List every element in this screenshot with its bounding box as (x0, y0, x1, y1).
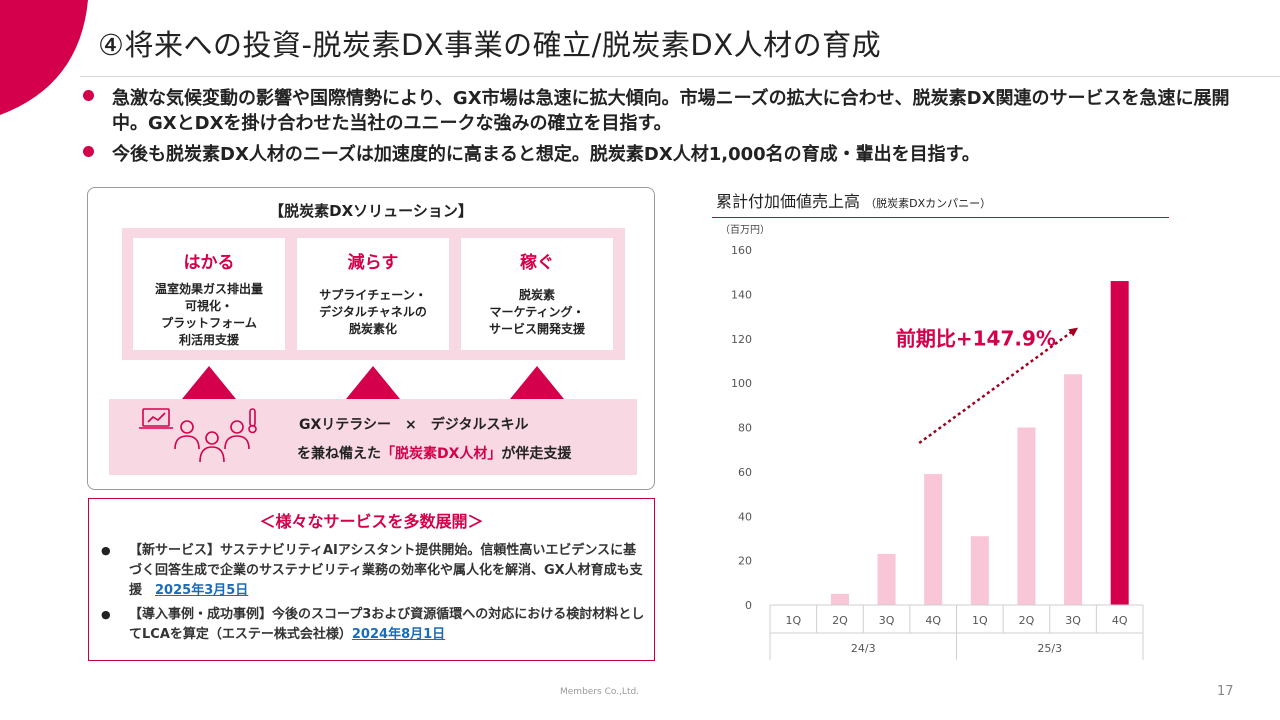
card-line: デジタルチャネルの (319, 305, 427, 319)
x-group-label: 24/3 (851, 642, 876, 655)
x-tick-label: 2Q (1019, 614, 1035, 627)
y-tick-label: 40 (738, 510, 752, 523)
bar (924, 474, 943, 605)
y-tick-label: 160 (731, 244, 752, 257)
up-arrow-icon (510, 366, 564, 399)
sales-bar-chart: （百万円） 0 20 40 60 80 100 120 140 160 1Q 2Q 3Q 4Q 1Q 2Q 3Q… (720, 224, 1144, 660)
title-divider (80, 76, 1280, 77)
bar (1064, 374, 1083, 605)
card-line: 温室効果ガス排出量 (154, 282, 263, 296)
people-with-computer-icon (139, 408, 257, 463)
x-tick-label: 4Q (1112, 614, 1128, 627)
card-line: サービス開発支援 (488, 322, 585, 336)
card-heading: 稼ぐ (520, 253, 554, 273)
support-highlight: 「脱炭素DX人材」 (381, 446, 502, 462)
chart-subtitle: （脱炭素DXカンパニー） (865, 197, 992, 210)
service-item-text: 【導入事例・成功事例】今後のスコープ3および資源循環への対応における検討材料とし… (129, 607, 645, 642)
growth-annotation: 前期比+147.9% (896, 326, 1056, 350)
page-title: ④将来への投資-脱炭素DX事業の確立/脱炭素DX人材の育成 (98, 28, 882, 62)
card-line: 可視化・ (184, 299, 233, 313)
support-prefix: を兼ね備えた (297, 446, 381, 462)
services-title: ＜様々なサービスを多数展開＞ (259, 512, 484, 531)
card-line: 脱炭素化 (348, 322, 397, 336)
solution-card-earn: 稼ぐ 脱炭素 マーケティング・ サービス開発支援 (461, 238, 613, 350)
x-tick-label: 1Q (972, 614, 988, 627)
x-tick-label: 4Q (925, 614, 941, 627)
card-body: 温室効果ガス排出量 可視化・ プラットフォーム 利活用支援 (133, 281, 285, 349)
bar (830, 593, 849, 605)
bar (877, 553, 896, 605)
card-heading: 減らす (347, 253, 399, 273)
bar (1110, 281, 1129, 605)
service-item-text: 【新サービス】サステナビリティAIアシスタント提供開始。信頼性高いエビデンスに基… (129, 543, 643, 598)
bullet-dot-icon (83, 90, 94, 101)
summary-bullet-text: 今後も脱炭素DX人材のニーズは加速度的に高まると想定。脱炭素DX人材1,000名… (112, 144, 980, 165)
chart-title: 累計付加価値売上高 （脱炭素DXカンパニー） (716, 188, 991, 212)
up-arrow-icon (346, 366, 400, 399)
card-line: プラットフォーム (161, 316, 257, 330)
bullet-icon: ● (101, 544, 111, 557)
growth-arrow (918, 330, 1073, 445)
service-date-link[interactable]: 2025年3月5日 (155, 583, 249, 598)
services-panel: ＜様々なサービスを多数展開＞ ● 【新サービス】サステナビリティAIアシスタント… (88, 498, 655, 661)
x-tick-label: 1Q (785, 614, 801, 627)
page-number: 17 (1217, 684, 1234, 699)
bar (1017, 427, 1036, 605)
y-tick-label: 60 (738, 466, 752, 479)
x-group-label: 25/3 (1037, 642, 1062, 655)
solution-panel: 【脱炭素DXソリューション】 はかる 温室効果ガス排出量 可視化・ プラットフォ… (87, 187, 655, 490)
card-line: マーケティング・ (489, 305, 585, 319)
corner-decoration (0, 0, 88, 115)
summary-bullet-text: 急激な気候変動の影響や国際情勢により、GX市場は急速に拡大傾向。市場ニーズの拡大… (112, 88, 1230, 134)
service-item: ● 【新サービス】サステナビリティAIアシスタント提供開始。信頼性高いエビデンス… (99, 541, 647, 601)
x-tick-label: 3Q (879, 614, 895, 627)
y-tick-label: 100 (731, 377, 752, 390)
y-unit-label: （百万円） (720, 224, 770, 236)
y-tick-label: 120 (731, 333, 752, 346)
bullet-dot-icon (83, 146, 94, 157)
card-body: 脱炭素 マーケティング・ サービス開発支援 (461, 287, 613, 338)
card-line: 脱炭素 (518, 288, 555, 302)
service-item: ● 【導入事例・成功事例】今後のスコープ3および資源循環への対応における検討材料… (99, 605, 647, 645)
bullet-icon: ● (101, 608, 111, 621)
solution-card-reduce: 減らす サプライチェーン・ デジタルチャネルの 脱炭素化 (297, 238, 449, 350)
solution-card-measure: はかる 温室効果ガス排出量 可視化・ プラットフォーム 利活用支援 (133, 238, 285, 350)
y-tick-label: 80 (738, 422, 752, 435)
chart-title-rule (712, 217, 1169, 218)
summary-bullet: 今後も脱炭素DX人材のニーズは加速度的に高まると想定。脱炭素DX人材1,000名… (80, 142, 1230, 167)
growth-arrow-head (1068, 327, 1079, 337)
service-date-link[interactable]: 2024年8月1日 (351, 627, 446, 642)
up-arrow-icon (182, 366, 236, 399)
y-tick-label: 20 (738, 555, 752, 568)
support-line: を兼ね備えた「脱炭素DX人材」が伴走支援 (297, 443, 571, 463)
summary-bullet: 急激な気候変動の影響や国際情勢により、GX市場は急速に拡大傾向。市場ニーズの拡大… (80, 86, 1230, 136)
bar (970, 536, 989, 605)
card-line: サプライチェーン・ (319, 288, 427, 302)
card-body: サプライチェーン・ デジタルチャネルの 脱炭素化 (297, 287, 449, 338)
card-line: 利活用支援 (178, 333, 239, 347)
card-heading: はかる (183, 253, 235, 273)
y-tick-label: 0 (745, 599, 752, 612)
literacy-band: GXリテラシー × デジタルスキル を兼ね備えた「脱炭素DX人材」が伴走支援 (109, 399, 637, 475)
support-suffix: が伴走支援 (501, 446, 572, 462)
x-tick-label: 2Q (832, 614, 848, 627)
x-tick-label: 3Q (1065, 614, 1081, 627)
solution-title: 【脱炭素DXソリューション】 (269, 202, 473, 220)
footer-company: Members Co.,Ltd. (560, 687, 640, 697)
y-tick-label: 140 (731, 288, 752, 301)
literacy-line: GXリテラシー × デジタルスキル (299, 417, 529, 433)
chart-title-text: 累計付加価値売上高 (716, 192, 861, 211)
summary-bullets: 急激な気候変動の影響や国際情勢により、GX市場は急速に拡大傾向。市場ニーズの拡大… (80, 86, 1230, 173)
